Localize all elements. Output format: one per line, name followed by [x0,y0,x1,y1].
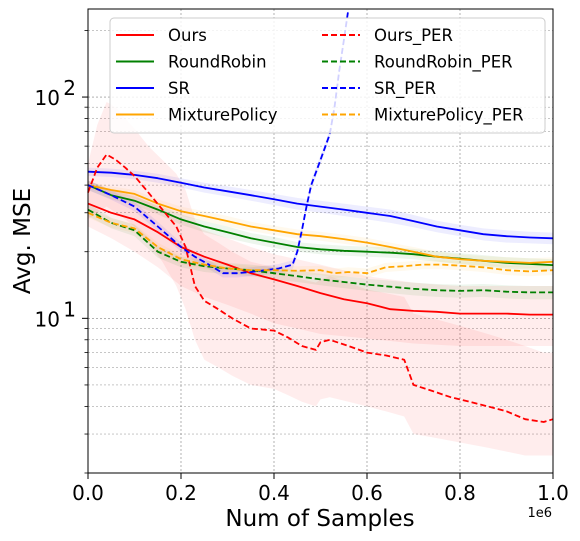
legend-label: Ours [168,26,207,45]
y-tick-label: 10 [35,307,60,331]
y-tick-exponent: 1 [63,297,76,321]
lines-layer [87,8,554,423]
plot-frame [87,8,554,474]
legend-label: SR_PER [374,79,436,99]
x-tick-label: 0.0 [72,481,104,505]
y-tick-label: 10 [35,86,60,110]
series-line [87,153,554,423]
y-axis-label: Avg. MSE [10,188,36,294]
legend-label: RoundRobin [168,53,267,72]
x-axis-label: Num of Samples [225,506,414,532]
x-tick-label: 0.6 [351,481,383,505]
legend-label: RoundRobin_PER [374,53,513,73]
confidence-band [88,208,553,279]
confidence-band [88,102,553,456]
y-tick-exponent: 2 [63,76,76,100]
x-tick-label: 1.0 [537,481,569,505]
x-tick-label: 0.2 [165,481,197,505]
legend-box [109,17,546,134]
series-line [87,202,553,316]
confidence-band [88,180,553,346]
legend: Ours RoundRobin SR MixturePolicy Ours_PER Rou… [109,17,546,134]
legend-label: MixturePolicy [168,106,278,125]
series-line [87,208,553,294]
confidence-band [88,181,553,268]
legend-label: Ours_PER [374,26,453,46]
x-tick-label: 0.8 [444,481,476,505]
x-tick-label: 0.4 [258,481,290,505]
series-line [87,184,554,264]
series-line [87,170,554,240]
x-offset-label: 1e6 [527,506,552,521]
legend-label: SR [168,79,190,98]
series-line [87,8,350,275]
legend-label: MixturePolicy_PER [374,106,524,126]
